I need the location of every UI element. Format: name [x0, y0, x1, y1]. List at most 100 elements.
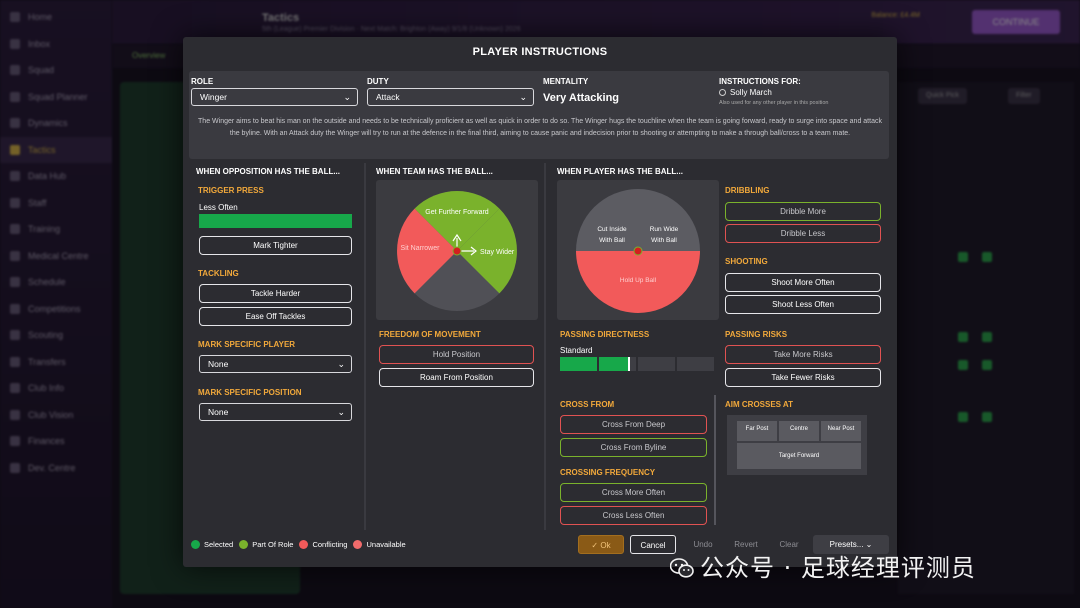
undo-button[interactable]: Undo: [693, 540, 713, 549]
far-post-cell[interactable]: Far Post: [737, 421, 777, 441]
sidebar-item[interactable]: Finances: [0, 428, 112, 455]
take-more-risks-button[interactable]: Take More Risks: [725, 345, 881, 364]
cross-more-often-button[interactable]: Cross More Often: [560, 483, 707, 502]
near-post-cell[interactable]: Near Post: [821, 421, 861, 441]
sidebar-item[interactable]: Staff: [0, 190, 112, 217]
also-used-note: Also used for any other player in this p…: [719, 100, 829, 106]
sidebar-item-label: Inbox: [28, 38, 51, 49]
slider-knob[interactable]: [628, 357, 631, 371]
sidebar-item[interactable]: Squad Planner: [0, 84, 112, 111]
role-label: ROLE: [191, 77, 214, 86]
sidebar-item-label: Squad Planner: [28, 91, 88, 102]
sidebar-item-label: Tactics: [28, 144, 56, 155]
nav-icon: [10, 250, 20, 261]
sidebar-item[interactable]: Medical Centre: [0, 243, 112, 270]
trigger-press-heading: TRIGGER PRESS: [198, 186, 264, 195]
continue-button[interactable]: CONTINUE: [972, 10, 1060, 34]
get-further-forward-segment[interactable]: [414, 191, 500, 251]
slider-segment-gap: [597, 357, 599, 371]
dribble-less-button[interactable]: Dribble Less: [725, 224, 881, 243]
presets-button[interactable]: Presets... ⌄: [813, 535, 889, 554]
sidebar-item[interactable]: Club Info: [0, 375, 112, 402]
passing-directness-heading: PASSING DIRECTNESS: [560, 330, 650, 339]
aim-crosses-grid: Far Post Centre Near Post Target Forward: [727, 415, 867, 475]
mark-position-select[interactable]: None ⌄: [199, 403, 352, 421]
mark-tighter-button[interactable]: Mark Tighter: [199, 236, 352, 255]
cross-less-often-button[interactable]: Cross Less Often: [560, 506, 707, 525]
dribble-wheel[interactable]: Cut Inside With Ball Run Wide With Ball Ho…: [557, 180, 719, 320]
sidebar-item-label: Staff: [28, 197, 47, 208]
scrollbar[interactable]: [714, 395, 716, 525]
cut-run-segment[interactable]: [576, 189, 700, 251]
mark-specific-player-heading: MARK SPECIFIC PLAYER: [198, 340, 296, 349]
roam-from-position-button[interactable]: Roam From Position: [379, 368, 534, 387]
passing-directness-fill: [560, 357, 630, 371]
movement-wheel[interactable]: Get Further Forward Stay Wider Sit Narro…: [376, 180, 538, 320]
status-square: [982, 360, 992, 370]
sidebar-item[interactable]: Transfers: [0, 349, 112, 376]
balance-text: Balance: £4.4M: [871, 12, 920, 19]
nav-icon: [10, 91, 20, 102]
ease-off-tackles-button[interactable]: Ease Off Tackles: [199, 307, 352, 326]
sidebar-item[interactable]: Dynamics: [0, 110, 112, 137]
revert-button[interactable]: Revert: [734, 540, 758, 549]
player-position-dot: [633, 246, 643, 256]
clear-button[interactable]: Clear: [779, 540, 799, 549]
player-instructions-dialog: PLAYER INSTRUCTIONS ROLE Winger ⌄ DUTY A…: [183, 37, 897, 567]
sidebar-item[interactable]: Scouting: [0, 322, 112, 349]
sidebar-item[interactable]: Squad: [0, 57, 112, 84]
freedom-of-movement-heading: FREEDOM OF MOVEMENT: [379, 330, 481, 339]
sidebar-item-label: Schedule: [28, 277, 66, 288]
centre-cell[interactable]: Centre: [779, 421, 819, 441]
take-fewer-risks-button[interactable]: Take Fewer Risks: [725, 368, 881, 387]
column-divider: [364, 163, 366, 530]
sidebar-item[interactable]: Tactics: [0, 136, 112, 163]
nav-icon: [10, 118, 20, 129]
nav-icon: [10, 197, 20, 208]
shoot-more-often-button[interactable]: Shoot More Often: [725, 273, 881, 292]
player-name-text: Solly March: [730, 88, 772, 97]
sidebar-item[interactable]: Home: [0, 4, 112, 31]
cancel-button[interactable]: Cancel: [630, 535, 676, 554]
role-select[interactable]: Winger ⌄: [191, 88, 358, 106]
right-arrow-head: [470, 246, 477, 256]
sit-narrower-segment[interactable]: [397, 208, 457, 294]
slider-segment-gap: [675, 357, 677, 371]
run-wide-label: Run Wide With Ball: [650, 226, 679, 244]
ok-button[interactable]: ✓ Ok: [578, 535, 624, 554]
tab-overview[interactable]: Overview: [132, 51, 166, 60]
sidebar-item[interactable]: Training: [0, 216, 112, 243]
sidebar-item-label: Dynamics: [28, 118, 68, 129]
sidebar-item-label: Club Vision: [28, 409, 74, 420]
check-icon: ✓: [591, 541, 601, 550]
cross-from-byline-button[interactable]: Cross From Byline: [560, 438, 707, 457]
sidebar-item[interactable]: Schedule: [0, 269, 112, 296]
trigger-press-slider[interactable]: [199, 214, 352, 228]
hold-up-ball-segment[interactable]: [576, 251, 700, 313]
column-divider: [544, 163, 546, 530]
tackle-harder-button[interactable]: Tackle Harder: [199, 284, 352, 303]
sidebar-item[interactable]: Dev. Centre: [0, 455, 112, 482]
mark-player-select[interactable]: None ⌄: [199, 355, 352, 373]
sidebar-item[interactable]: Data Hub: [0, 163, 112, 190]
cross-from-deep-button[interactable]: Cross From Deep: [560, 415, 707, 434]
nav-icon: [10, 65, 20, 76]
nav-icon: [10, 277, 20, 288]
mentality-value: Very Attacking: [543, 92, 620, 104]
hold-position-button[interactable]: Hold Position: [379, 345, 534, 364]
player-name[interactable]: Solly March: [719, 88, 772, 97]
sidebar-item[interactable]: Inbox: [0, 31, 112, 58]
stay-wider-segment[interactable]: [457, 208, 517, 294]
quick-pick-tag[interactable]: Quick Pick: [918, 88, 968, 104]
sidebar-item[interactable]: Club Vision: [0, 402, 112, 429]
shoot-less-often-button[interactable]: Shoot Less Often: [725, 295, 881, 314]
target-forward-cell[interactable]: Target Forward: [737, 443, 861, 469]
passing-directness-value: Standard: [560, 346, 593, 355]
passing-directness-slider[interactable]: [560, 357, 714, 371]
duty-select[interactable]: Attack ⌄: [367, 88, 534, 106]
sidebar-item[interactable]: Competitions: [0, 296, 112, 323]
filter-tag[interactable]: Filter: [1008, 88, 1040, 104]
sit-narrower-label: Sit Narrower: [401, 245, 441, 252]
dribble-more-button[interactable]: Dribble More: [725, 202, 881, 221]
status-square: [982, 332, 992, 342]
